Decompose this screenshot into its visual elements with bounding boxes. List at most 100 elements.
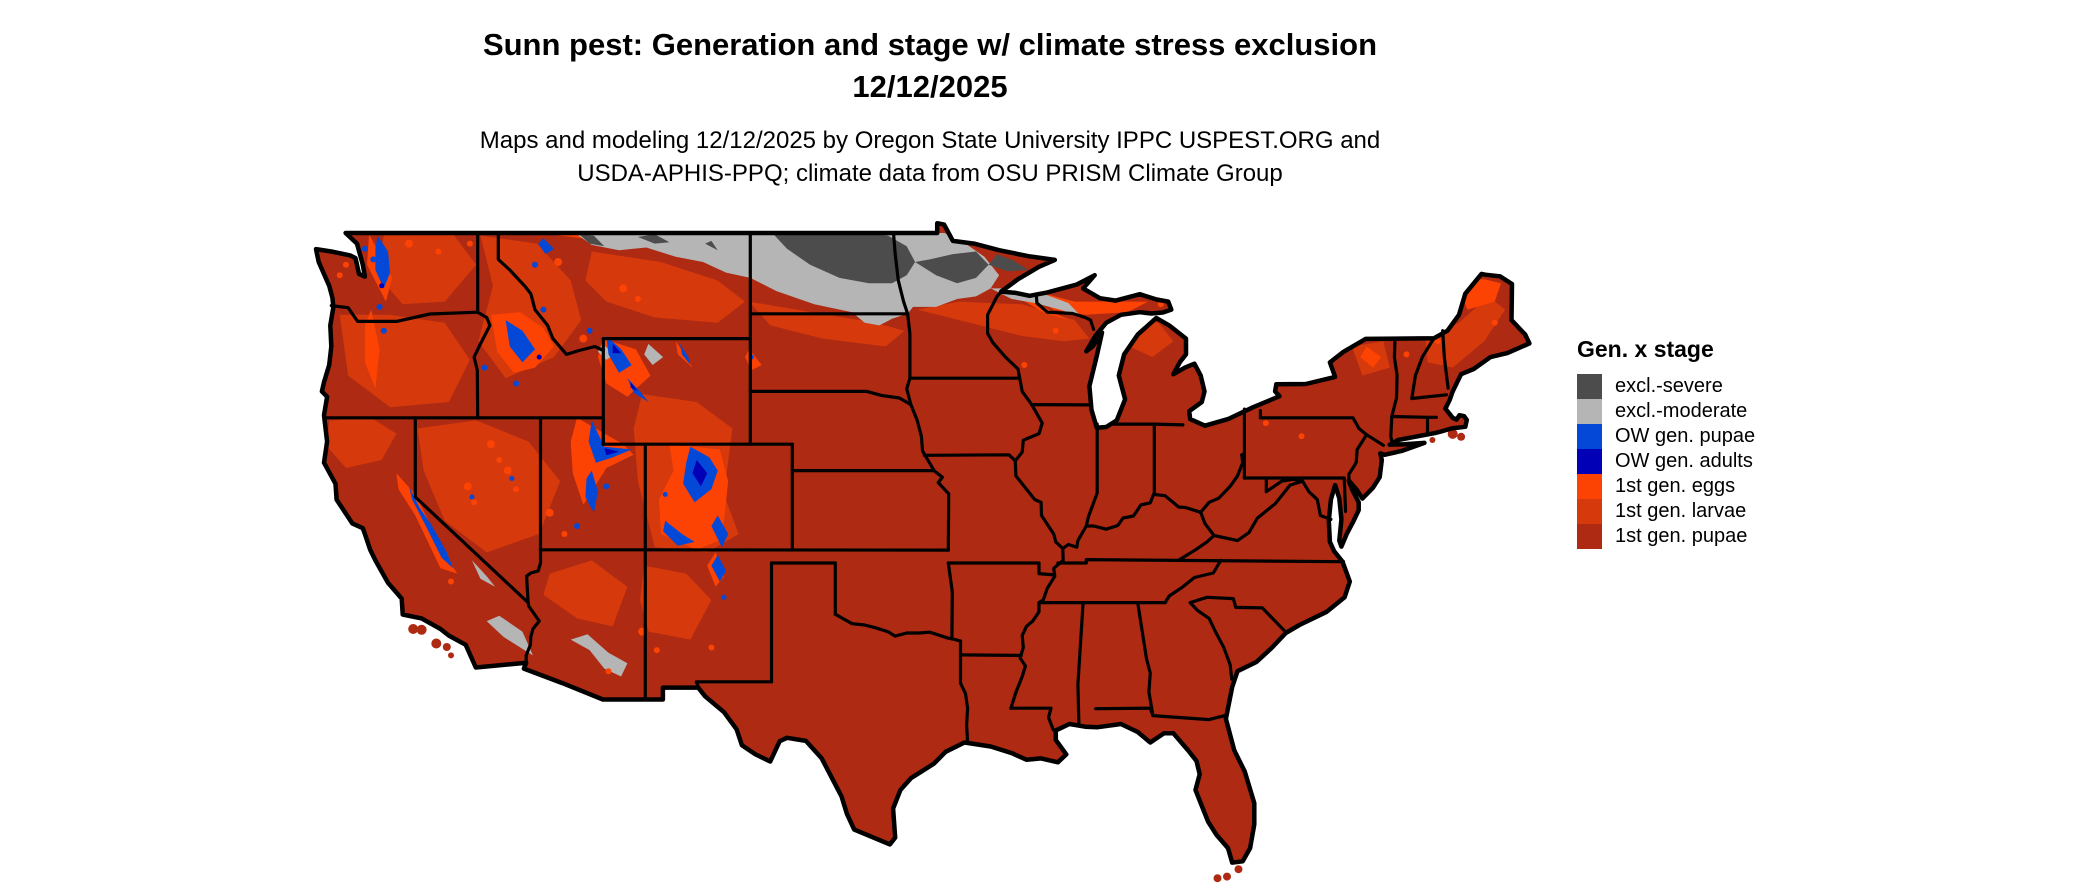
state-border	[922, 453, 1017, 463]
class-dot-owp	[469, 494, 475, 500]
state-border	[891, 231, 910, 316]
island	[408, 624, 419, 634]
state-border	[1410, 393, 1448, 401]
class-region-larvae	[417, 420, 561, 553]
state-border	[472, 310, 492, 420]
state-border	[748, 389, 913, 407]
state-border	[1342, 476, 1348, 514]
class-dot-eggs	[1435, 338, 1441, 345]
class-dot-eggs	[336, 272, 343, 279]
figure-subtitle-line2: USDA-APHIS-PPQ; climate data from OSU PR…	[577, 160, 1283, 187]
class-dot-eggs	[1298, 433, 1305, 440]
state-border	[1176, 558, 1346, 564]
island	[1223, 872, 1231, 881]
class-dot-eggs	[1052, 327, 1059, 334]
state-border	[946, 561, 954, 641]
class-region-moderate	[570, 634, 628, 677]
class-dot-eggs	[1021, 362, 1028, 368]
figure-subtitle: Maps and modeling 12/12/2025 by Oregon S…	[80, 124, 1780, 190]
class-region-larvae	[377, 234, 477, 305]
class-dot-eggs	[545, 508, 554, 517]
legend-item-label: OW gen. adults	[1615, 450, 1753, 472]
island	[1447, 428, 1458, 439]
raster-layers	[327, 233, 1506, 677]
legend-item-1st-gen-larvae: 1st gen. larvae	[1577, 499, 1755, 524]
state-border	[1441, 329, 1450, 390]
state-border	[1176, 533, 1216, 562]
class-dot-owp	[509, 476, 515, 481]
class-dot-eggs	[561, 531, 568, 537]
class-region-larvae	[640, 565, 712, 640]
class-region-severe	[705, 240, 718, 251]
legend-swatch	[1577, 474, 1602, 499]
island	[1457, 432, 1466, 441]
state-border	[1347, 433, 1369, 486]
class-dot-eggs	[448, 578, 454, 585]
class-dot-owp	[532, 261, 538, 268]
class-region-owa	[692, 460, 708, 487]
state-border	[1094, 706, 1227, 722]
state-border	[906, 312, 912, 380]
legend-item-excl-moderate: excl.-moderate	[1577, 399, 1755, 424]
class-dot-eggs	[486, 440, 495, 449]
state-border	[958, 653, 970, 743]
island	[416, 624, 427, 635]
class-dot-eggs	[619, 284, 628, 293]
legend-swatch	[1577, 499, 1602, 524]
state-border	[932, 469, 951, 552]
legend-item-label: 1st gen. eggs	[1615, 475, 1736, 497]
class-dot-owp	[540, 306, 547, 313]
class-dot-owp	[603, 483, 610, 490]
state-border	[905, 376, 913, 407]
legend-swatch	[1577, 399, 1602, 424]
class-dot-eggs	[634, 296, 641, 302]
legend-item-label: 1st gen. larvae	[1615, 500, 1747, 522]
state-border	[1188, 601, 1234, 681]
class-dot-eggs	[579, 334, 588, 343]
state-border	[1136, 601, 1155, 718]
class-region-owp	[538, 238, 554, 255]
class-region-larvae	[585, 251, 745, 323]
state-border	[1199, 510, 1216, 538]
class-region-larvae	[917, 301, 1090, 342]
class-region-owp	[711, 515, 729, 548]
legend-item-1st-gen-pupae: 1st gen. pupae	[1577, 524, 1755, 549]
state-border	[496, 231, 605, 356]
legend-swatch	[1577, 424, 1602, 449]
class-dot-eggs	[343, 261, 349, 268]
legend-title: Gen. x stage	[1577, 336, 1714, 362]
class-dot-owp	[370, 256, 377, 263]
class-dot-owa	[536, 354, 542, 360]
figure-title-line1: Sunn pest: Generation and stage w/ clima…	[482, 27, 1378, 62]
figure-subtitle-line1: Maps and modeling 12/12/2025 by Oregon S…	[479, 127, 1381, 154]
class-dot-eggs	[653, 647, 660, 654]
state-border	[1389, 336, 1399, 445]
island	[431, 638, 442, 649]
island	[442, 643, 451, 651]
class-region-owa	[612, 343, 622, 354]
class-dot-owp	[376, 303, 383, 310]
state-border	[946, 561, 1056, 577]
state-border	[958, 653, 1023, 657]
legend-item-excl-severe: excl.-severe	[1577, 374, 1755, 399]
state-border	[1410, 336, 1436, 401]
class-region-owp	[663, 520, 695, 546]
class-dot-eggs	[466, 240, 473, 247]
state-border	[1056, 558, 1180, 565]
legend-swatch	[1577, 449, 1602, 474]
class-dot-owp	[513, 380, 520, 387]
state-border	[1212, 479, 1305, 543]
class-region-owp	[588, 420, 632, 463]
class-dot-owp	[662, 491, 668, 497]
class-dot-eggs	[503, 466, 512, 475]
class-dot-owp	[586, 327, 593, 334]
class-region-owp	[375, 235, 391, 289]
state-border	[1034, 295, 1096, 331]
class-region-larvae	[327, 417, 397, 468]
state-border	[1390, 414, 1438, 419]
class-dot-eggs	[435, 248, 442, 255]
state-border	[329, 304, 480, 323]
state-border	[986, 290, 1065, 551]
class-dot-eggs	[1262, 420, 1269, 427]
